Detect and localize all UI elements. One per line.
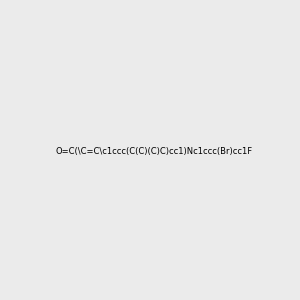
- Text: O=C(\C=C\c1ccc(C(C)(C)C)cc1)Nc1ccc(Br)cc1F: O=C(\C=C\c1ccc(C(C)(C)C)cc1)Nc1ccc(Br)cc…: [55, 147, 252, 156]
